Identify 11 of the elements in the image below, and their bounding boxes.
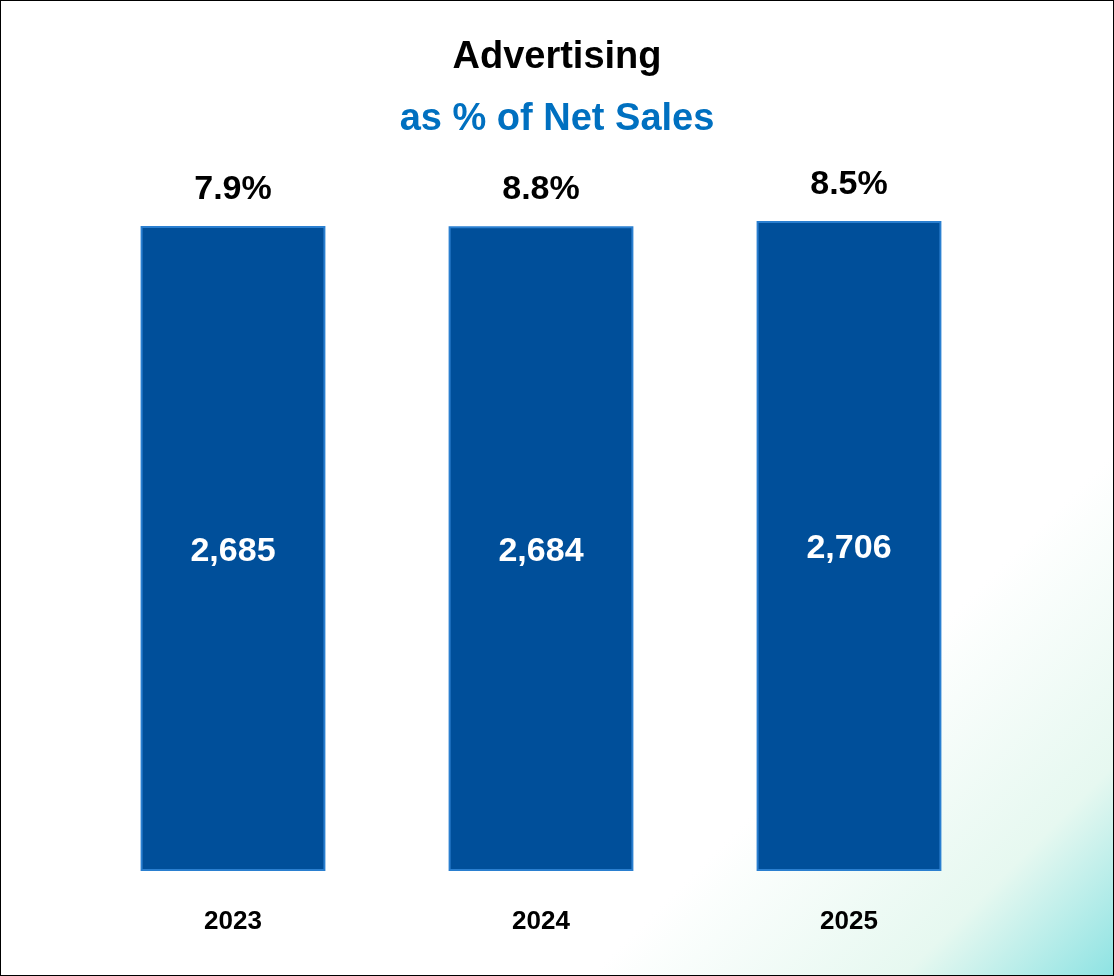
data-label: 2,684 <box>498 529 584 568</box>
x-tick-label: 2023 <box>204 905 262 935</box>
x-tick-label: 2024 <box>512 905 571 935</box>
data-label: 2,685 <box>190 529 276 568</box>
annotation: 8.8% <box>502 168 580 207</box>
data-label: 2,706 <box>806 527 892 565</box>
chart-title: Advertising <box>452 34 662 76</box>
x-tick-label: 2025 <box>820 905 878 935</box>
annotation: 8.5% <box>810 163 888 201</box>
chart-subtitle: as % of Net Sales <box>399 96 715 138</box>
annotation: 7.9% <box>194 168 272 207</box>
